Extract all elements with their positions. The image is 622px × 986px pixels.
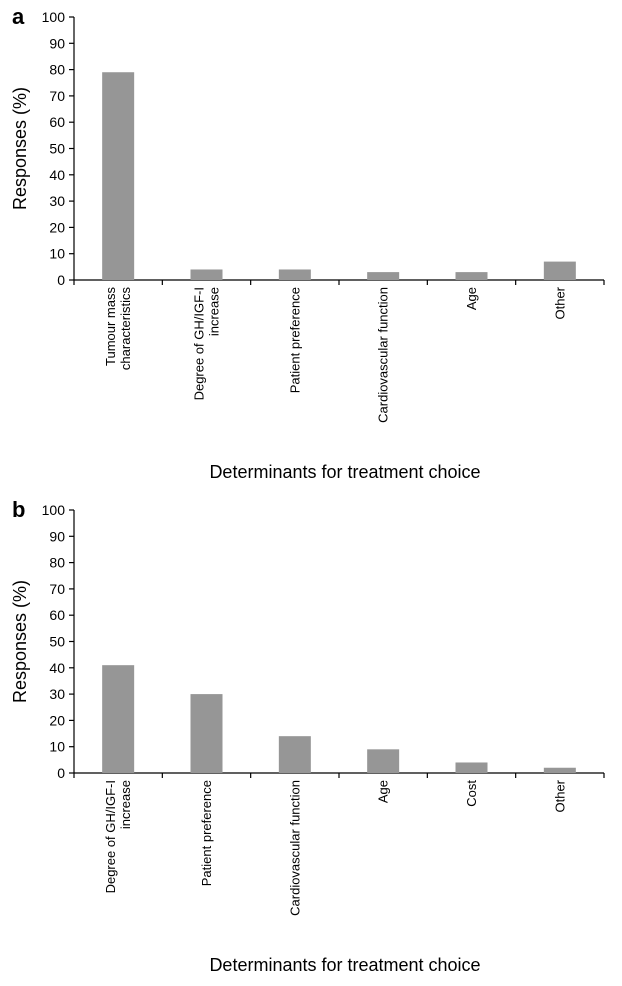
bar xyxy=(455,272,488,280)
y-axis-title: Responses (%) xyxy=(10,87,30,210)
category-label-line: increase xyxy=(207,287,222,336)
category-label: Degree of GH/IGF-I increase xyxy=(103,780,133,893)
category-label-line: Patient preference xyxy=(287,287,302,393)
y-tick-label: 80 xyxy=(49,555,65,571)
y-tick-label: 100 xyxy=(42,9,66,25)
y-tick-label: 60 xyxy=(49,114,65,130)
y-tick-label: 90 xyxy=(49,35,65,51)
y-tick-label: 90 xyxy=(49,528,65,544)
y-tick-label: 70 xyxy=(49,88,65,104)
category-label: Age xyxy=(376,780,391,803)
y-tick-label: 30 xyxy=(49,193,65,209)
y-tick-label: 0 xyxy=(57,765,65,781)
category-label: Degree of GH/IGF-I increase xyxy=(192,287,222,400)
y-tick-label: 10 xyxy=(49,246,65,262)
y-tick-label: 70 xyxy=(49,581,65,597)
category-label: Age xyxy=(464,287,479,310)
y-tick-label: 60 xyxy=(49,607,65,623)
category-label-line: Other xyxy=(552,286,567,319)
y-tick-label: 40 xyxy=(49,660,65,676)
bar xyxy=(102,665,135,773)
category-label-line: Other xyxy=(552,779,567,812)
y-tick-label: 20 xyxy=(49,219,65,235)
category-label-line: Cost xyxy=(464,780,479,807)
bar xyxy=(543,261,576,280)
category-label-line: Tumour mass xyxy=(103,287,118,366)
category-label-line: Degree of GH/IGF-I xyxy=(103,780,118,893)
bar xyxy=(190,694,223,773)
y-tick-label: 50 xyxy=(49,141,65,157)
bar xyxy=(102,72,135,280)
x-axis-title: Determinants for treatment choice xyxy=(209,955,480,975)
panel-label-b: b xyxy=(12,497,25,522)
category-label: Patient preference xyxy=(199,780,214,886)
bar xyxy=(278,736,311,773)
category-label-line: Age xyxy=(464,287,479,310)
category-label-line: increase xyxy=(118,780,133,829)
category-label: Other xyxy=(552,286,567,319)
y-tick-label: 20 xyxy=(49,712,65,728)
chart-panel-a: a 0 10 20 30 40 50 60 70 80 90 100 Tumour mass charac… xyxy=(10,4,605,482)
bar xyxy=(278,269,311,280)
y-tick-label: 10 xyxy=(49,739,65,755)
y-tick-label: 100 xyxy=(42,502,66,518)
bar xyxy=(543,767,576,773)
category-label-line: Cardiovascular function xyxy=(287,780,302,916)
bar xyxy=(455,762,488,773)
y-tick-label: 30 xyxy=(49,686,65,702)
category-label-line: Patient preference xyxy=(199,780,214,886)
bar xyxy=(367,272,400,280)
category-label-line: Age xyxy=(376,780,391,803)
category-label: Tumour mass characteristics xyxy=(103,287,133,371)
bar xyxy=(190,269,223,280)
y-tick-label: 0 xyxy=(57,272,65,288)
x-axis-title: Determinants for treatment choice xyxy=(209,462,480,482)
category-label: Patient preference xyxy=(287,287,302,393)
category-label: Cardiovascular function xyxy=(376,287,391,423)
category-label-line: Degree of GH/IGF-I xyxy=(192,287,207,400)
y-tick-label: 40 xyxy=(49,167,65,183)
chart-panel-b: b 0 10 20 30 40 50 60 70 80 90 100 Degree of GH/IGF-… xyxy=(10,497,605,975)
category-label: Other xyxy=(552,779,567,812)
y-tick-label: 50 xyxy=(49,634,65,650)
panel-label-a: a xyxy=(12,4,25,29)
category-label: Cost xyxy=(464,780,479,807)
y-axis-title: Responses (%) xyxy=(10,580,30,703)
bar xyxy=(367,749,400,773)
y-tick-label: 80 xyxy=(49,62,65,78)
category-label: Cardiovascular function xyxy=(287,780,302,916)
category-label-line: Cardiovascular function xyxy=(376,287,391,423)
category-label-line: characteristics xyxy=(118,287,133,371)
